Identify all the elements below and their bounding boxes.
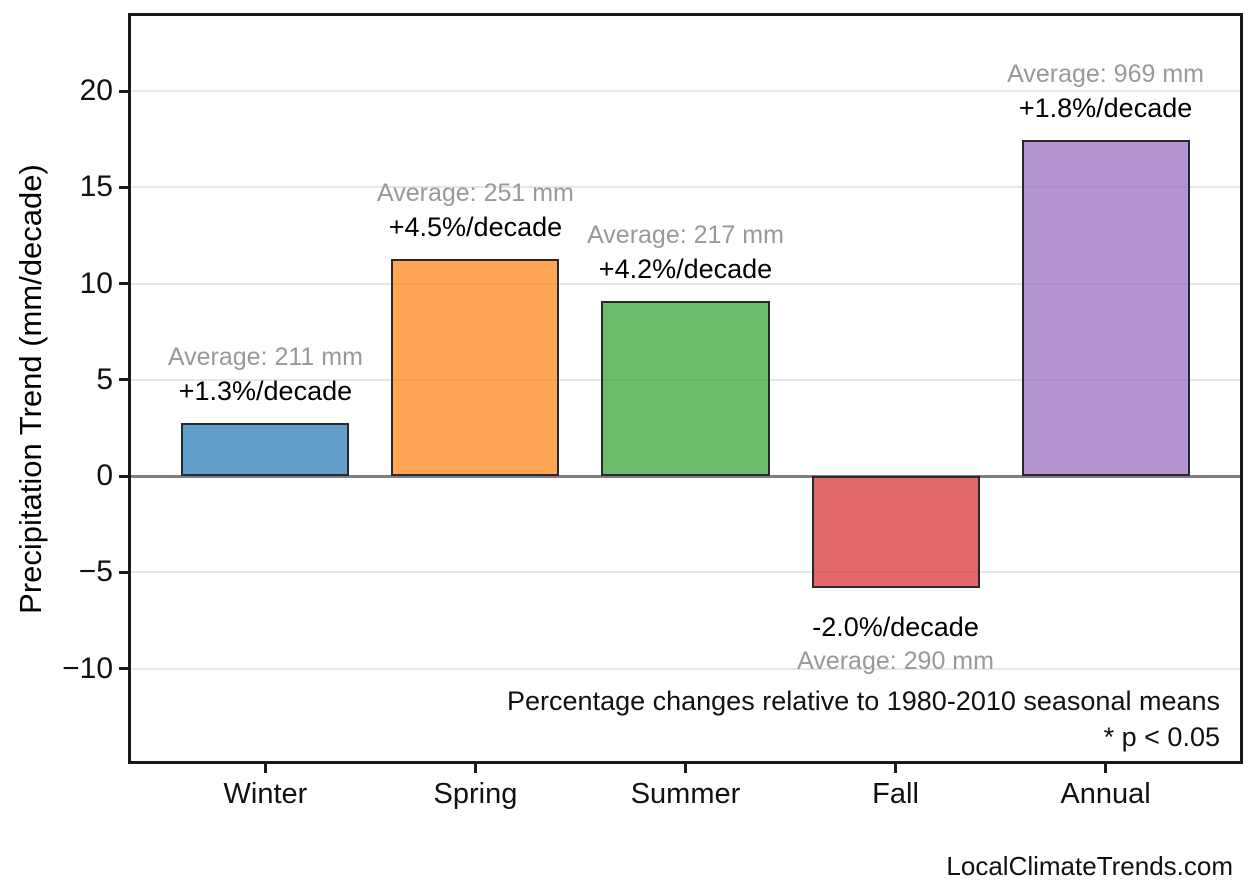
annotation-summer: Average: 217 mm +4.2%/decade xyxy=(587,219,784,287)
gridline-y20 xyxy=(131,90,1240,93)
trend-label-winter: +1.3%/decade xyxy=(178,376,353,407)
ytick-mark--10 xyxy=(119,667,128,671)
average-label-summer: Average: 217 mm xyxy=(587,220,784,249)
average-label-fall: Average: 290 mm xyxy=(797,646,994,675)
annotation-winter: Average: 211 mm +1.3%/decade xyxy=(168,341,363,409)
note-line-2: * p < 0.05 xyxy=(1103,722,1220,752)
average-label-winter: Average: 211 mm xyxy=(167,343,363,372)
bar-winter xyxy=(181,423,350,477)
ytick-label-15: 15 xyxy=(79,170,113,204)
ytick-mark-0 xyxy=(119,474,128,478)
ytick-label--10: −10 xyxy=(62,651,113,685)
bar-summer xyxy=(601,300,770,477)
xtick-mark-summer xyxy=(684,764,687,773)
gridline-y-10 xyxy=(131,667,1240,670)
ytick-mark--5 xyxy=(119,570,128,574)
xtick-label-fall: Fall xyxy=(872,778,919,810)
trend-label-fall: -2.0%/decade xyxy=(812,611,979,642)
annotation-spring: Average: 251 mm +4.5%/decade xyxy=(377,177,574,245)
xtick-mark-annual xyxy=(1104,764,1108,773)
ytick-label-0: 0 xyxy=(96,459,113,493)
trend-label-annual: +1.8%/decade xyxy=(1018,93,1193,124)
xtick-label-spring: Spring xyxy=(433,778,518,810)
average-label-annual: Average: 969 mm xyxy=(1007,60,1204,89)
bar-spring xyxy=(391,258,560,477)
ytick-label-20: 20 xyxy=(79,74,113,108)
ytick-label-10: 10 xyxy=(79,266,113,300)
annotation-fall: -2.0%/decade Average: 290 mm xyxy=(797,610,994,678)
bar-fall xyxy=(811,476,980,588)
trend-label-summer: +4.2%/decade xyxy=(598,253,773,284)
bar-annual xyxy=(1021,140,1190,477)
ytick-mark-5 xyxy=(119,378,128,382)
zero-gridline xyxy=(131,474,1240,478)
ytick-mark-10 xyxy=(119,282,128,286)
gridline-y-5 xyxy=(131,571,1240,574)
ytick-label--5: −5 xyxy=(78,555,113,589)
average-label-spring: Average: 251 mm xyxy=(377,178,574,207)
xtick-label-winter: Winter xyxy=(223,778,308,810)
trend-label-spring: +4.5%/decade xyxy=(388,211,563,242)
ytick-mark-20 xyxy=(119,89,128,93)
xtick-label-summer: Summer xyxy=(630,778,741,810)
plot-area: Average: 211 mm +1.3%/decade Average: 251 … xyxy=(128,13,1243,764)
xtick-mark-spring xyxy=(473,764,477,773)
significance-note: Percentage changes relative to 1980-2010… xyxy=(507,683,1220,755)
gridline-y10 xyxy=(131,282,1240,285)
annotation-annual: Average: 969 mm +1.8%/decade xyxy=(1007,58,1204,126)
ytick-mark-15 xyxy=(119,185,128,189)
watermark-text: LocalClimateTrends.com xyxy=(946,851,1233,881)
xtick-mark-fall xyxy=(894,764,898,773)
ytick-label-5: 5 xyxy=(96,362,113,396)
xtick-label-annual: Annual xyxy=(1060,778,1151,810)
note-line-1: Percentage changes relative to 1980-2010… xyxy=(507,686,1220,716)
xtick-mark-winter xyxy=(263,764,267,773)
gridline-y15 xyxy=(131,186,1240,189)
